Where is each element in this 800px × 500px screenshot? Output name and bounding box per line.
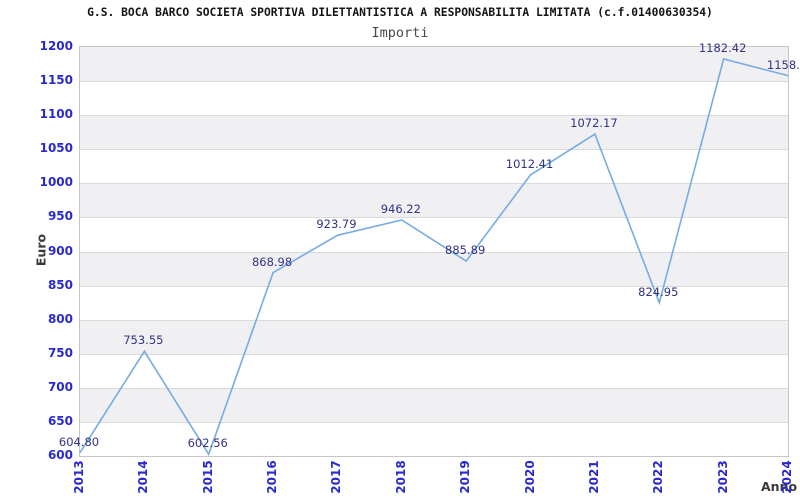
gridline	[80, 81, 788, 83]
chart-title: G.S. BOCA BARCO SOCIETA SPORTIVA DILETTA…	[87, 6, 713, 19]
gridline	[80, 285, 788, 287]
y-tick-label: 1150	[39, 73, 73, 88]
plot-band	[80, 115, 788, 150]
x-axis-title: Anno	[761, 479, 798, 494]
x-tick-label: 2024	[780, 460, 794, 494]
y-tick-label: 1050	[39, 141, 73, 156]
plot-band	[80, 251, 788, 286]
point-label: 923.79	[316, 217, 357, 232]
point-label: 602.56	[187, 436, 228, 451]
y-tick-label: 1200	[39, 39, 73, 53]
plot-band	[80, 47, 788, 82]
y-tick-label: 850	[47, 277, 73, 292]
x-tick-label: 2016	[265, 460, 280, 494]
plot-band	[80, 183, 788, 218]
plot-area	[79, 46, 789, 457]
gridline	[80, 149, 788, 151]
x-tick-label: 2018	[393, 460, 408, 494]
y-tick-label: 900	[47, 243, 73, 258]
point-label: 1012.41	[505, 156, 554, 171]
gridline	[80, 319, 788, 321]
point-label: 946.22	[380, 201, 421, 216]
gridline	[80, 183, 788, 185]
point-label: 1182.42	[698, 40, 747, 55]
y-tick-label: 1100	[39, 107, 73, 122]
x-tick-label: 2021	[586, 460, 601, 494]
y-tick-label: 600	[47, 448, 73, 462]
line-series	[79, 58, 789, 457]
line-series-svg	[79, 58, 789, 457]
x-tick-label: 2015	[200, 460, 215, 494]
point-label: 868.98	[251, 254, 293, 269]
gridline	[80, 115, 788, 117]
plot-band	[80, 319, 788, 354]
y-tick-label: 800	[47, 311, 73, 326]
chart-subtitle: Importi	[371, 25, 429, 41]
x-tick-label: 2014	[136, 460, 151, 494]
x-tick-label: 2020	[522, 460, 537, 494]
gridline	[80, 387, 788, 389]
plot-band	[80, 387, 788, 422]
x-tick-label: 2013	[72, 460, 86, 494]
point-label: 824.95	[638, 284, 679, 299]
x-tick-label: 2017	[329, 460, 344, 494]
y-tick-label: 700	[47, 379, 73, 394]
x-tick-label: 2023	[715, 460, 730, 494]
gridline	[80, 217, 788, 219]
gridline	[80, 421, 788, 423]
y-tick-label: 750	[47, 345, 73, 360]
gridline	[80, 251, 788, 253]
y-tick-label: 650	[47, 413, 73, 428]
point-label: 1158.0	[766, 57, 800, 72]
x-tick-label: 2022	[651, 460, 666, 494]
y-tick-label: 950	[47, 209, 73, 224]
x-tick-label: 2019	[458, 460, 473, 494]
point-label: 604.80	[58, 434, 100, 449]
y-tick-label: 1000	[39, 175, 73, 190]
point-label: 885.89	[445, 243, 486, 258]
point-label: 753.55	[123, 333, 164, 348]
gridline	[80, 353, 788, 355]
point-label: 1072.17	[570, 116, 618, 131]
